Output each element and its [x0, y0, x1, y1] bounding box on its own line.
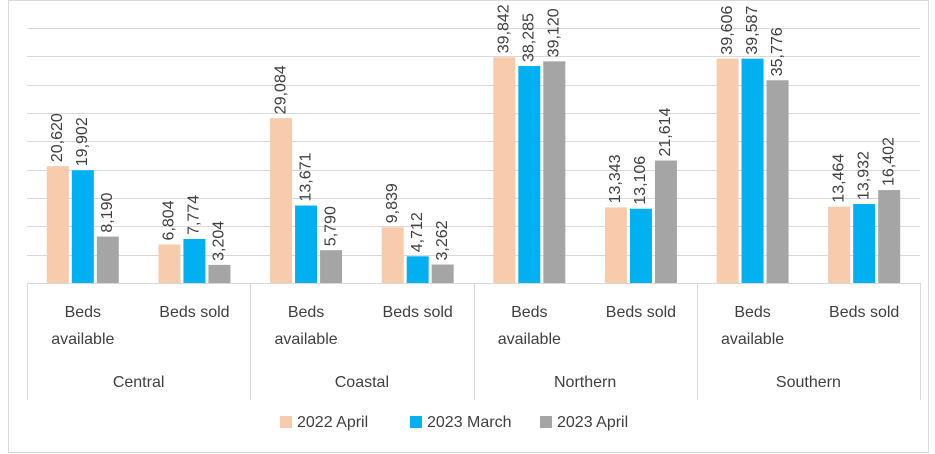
- data-label: 39,606: [719, 6, 736, 55]
- bar: [518, 66, 541, 283]
- bar: [183, 238, 206, 283]
- legend-swatch: [540, 416, 552, 428]
- bar: [716, 58, 739, 283]
- legend-label: 2022 April: [297, 414, 368, 431]
- bar: [493, 57, 516, 283]
- data-label: 39,842: [496, 4, 513, 53]
- data-label: 3,204: [211, 221, 228, 261]
- x-tick-label: Beds available: [51, 304, 114, 348]
- bar: [828, 206, 851, 283]
- data-label: 21,614: [657, 107, 674, 156]
- bar: [654, 160, 677, 283]
- data-label: 19,902: [74, 117, 91, 166]
- data-label: 29,084: [272, 65, 289, 114]
- data-label: 4,712: [409, 212, 426, 252]
- data-label: 39,587: [744, 6, 761, 55]
- bar: [604, 207, 627, 283]
- legend-label: 2023 April: [557, 414, 628, 431]
- bar: [96, 236, 119, 283]
- data-label: 20,620: [49, 113, 66, 162]
- bar: [270, 118, 293, 283]
- bar: [543, 61, 566, 283]
- data-label: 38,285: [521, 13, 538, 62]
- bar: [431, 264, 454, 283]
- bar: [381, 227, 404, 283]
- data-label: 9,839: [384, 183, 401, 223]
- data-label: 7,774: [186, 195, 203, 235]
- bar: [878, 190, 901, 283]
- bar: [766, 80, 789, 283]
- data-label: 35,776: [769, 27, 786, 76]
- legend-label: 2023 March: [427, 414, 512, 431]
- bar: [741, 58, 764, 283]
- data-label: 13,932: [855, 151, 872, 200]
- data-label: 3,262: [434, 220, 451, 260]
- group-label: Coastal: [335, 374, 389, 391]
- bar: [406, 256, 429, 283]
- x-tick-label: Beds available: [498, 304, 561, 348]
- legend-swatch: [280, 416, 292, 428]
- group-label: Northern: [554, 374, 616, 391]
- bar: [46, 166, 69, 283]
- bar: [158, 244, 181, 283]
- data-label: 5,790: [322, 206, 339, 246]
- x-tick-label: Beds sold: [829, 304, 899, 321]
- x-tick-label: Beds available: [274, 304, 337, 348]
- data-label: 8,190: [99, 192, 116, 232]
- group-label: Southern: [776, 374, 841, 391]
- legend-swatch: [410, 416, 422, 428]
- bar: [295, 205, 318, 283]
- x-tick-label: Beds sold: [606, 304, 676, 321]
- group-label: Central: [113, 374, 165, 391]
- data-label: 13,106: [632, 156, 649, 205]
- data-label: 39,120: [546, 8, 563, 57]
- bar: [71, 170, 94, 283]
- x-tick-label: Beds sold: [383, 304, 453, 321]
- data-label: 13,464: [830, 154, 847, 203]
- data-label: 13,671: [297, 152, 314, 201]
- bar: [208, 264, 231, 283]
- bar: [853, 204, 876, 283]
- data-label: 13,343: [607, 154, 624, 203]
- data-label: 16,402: [880, 137, 897, 186]
- x-tick-label: Beds sold: [159, 304, 229, 321]
- bar: [320, 250, 343, 283]
- bar: [629, 208, 652, 283]
- data-label: 6,804: [161, 200, 178, 240]
- x-tick-label: Beds available: [721, 304, 784, 348]
